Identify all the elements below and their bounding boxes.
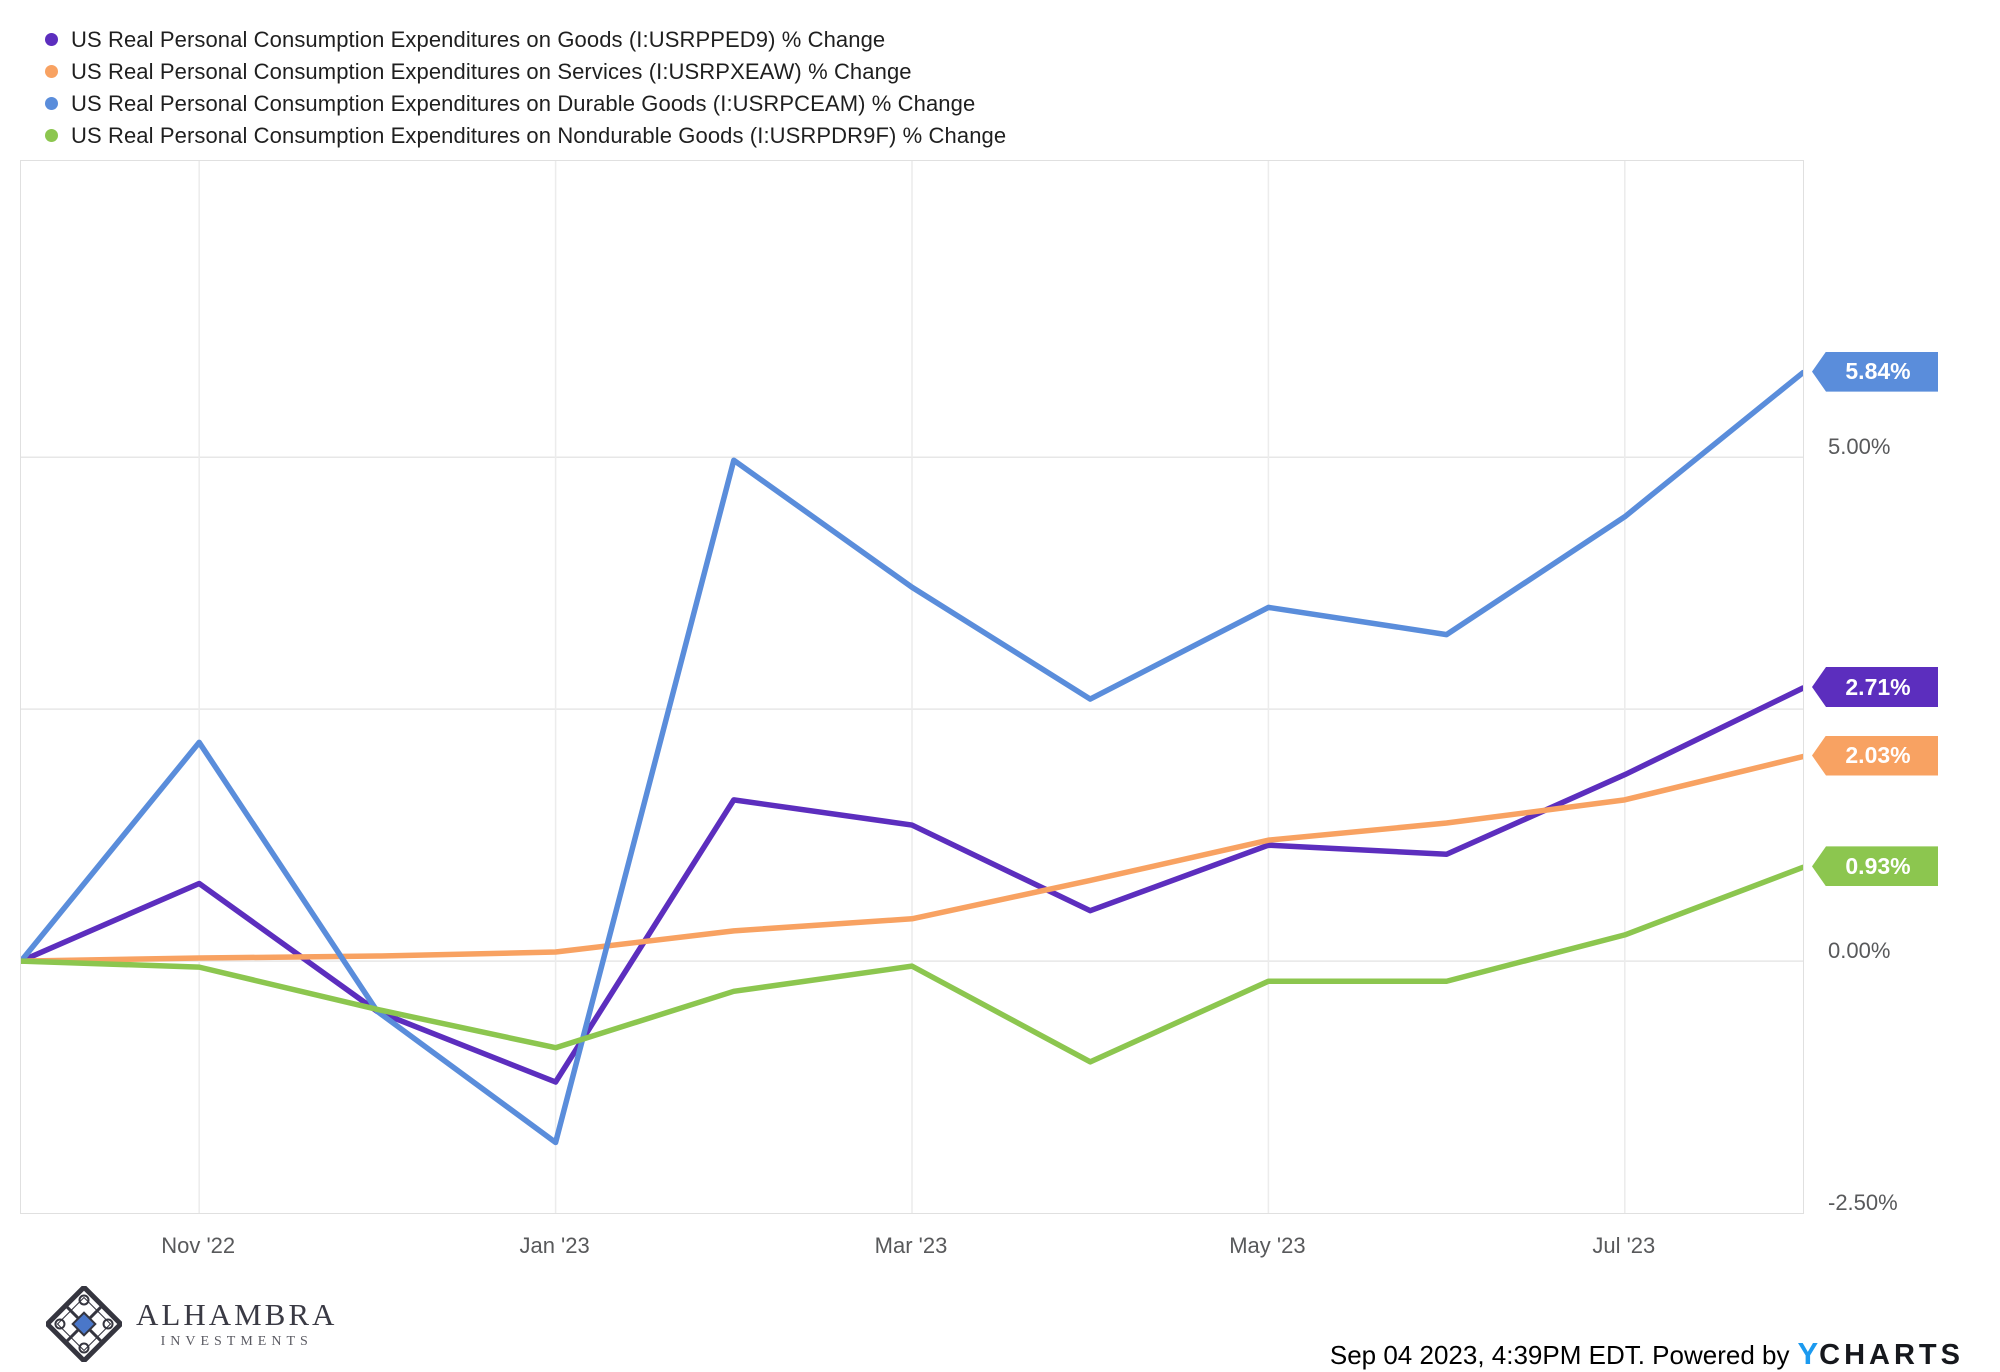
legend-label: US Real Personal Consumption Expenditure… [71, 26, 886, 52]
series-end-value-badge: 2.71% [1812, 667, 1938, 707]
legend-item: US Real Personal Consumption Expenditure… [45, 26, 1006, 52]
legend-label: US Real Personal Consumption Expenditure… [71, 58, 912, 84]
x-axis-tick-label: Jan '23 [519, 1233, 590, 1258]
x-axis-tick-label: Nov '22 [161, 1233, 236, 1258]
plot-area [20, 160, 1804, 1214]
logo-subtitle: INVESTMENTS [160, 1333, 313, 1349]
legend-item: US Real Personal Consumption Expenditure… [45, 90, 1006, 116]
series-line [21, 369, 1803, 1146]
x-axis-tick-label: Mar '23 [874, 1233, 948, 1258]
legend-bullet-icon [45, 97, 58, 110]
x-axis-tick-label: Jul '23 [1592, 1233, 1656, 1258]
series-end-value-badge: 0.93% [1812, 846, 1938, 887]
attribution-text: Sep 04 2023, 4:39PM EDT. Powered by [1329, 1340, 1790, 1370]
series-line [21, 864, 1803, 1065]
logo-title: ALHAMBRA [136, 1296, 338, 1332]
x-axis-tick-label: May '23 [1229, 1233, 1306, 1258]
legend-bullet-icon [45, 65, 58, 78]
legend-label: US Real Personal Consumption Expenditure… [71, 122, 1007, 148]
series-line [21, 685, 1803, 1085]
legend-item: US Real Personal Consumption Expenditure… [45, 58, 1006, 84]
alhambra-diamond-icon [46, 1286, 122, 1362]
legend-label: US Real Personal Consumption Expenditure… [71, 90, 976, 116]
attribution: Sep 04 2023, 4:39PM EDT. Powered by Y CH… [1330, 1336, 1964, 1372]
y-axis-tick-label: -2.50% [1828, 1190, 1898, 1215]
alhambra-logo: ALHAMBRA INVESTMENTS [46, 1286, 337, 1362]
ycharts-logo-y: Y [1797, 1336, 1820, 1371]
y-axis-tick-label: 0.00% [1828, 938, 1891, 964]
legend-bullet-icon [45, 129, 58, 142]
ycharts-logo-text: CHARTS [1819, 1339, 1964, 1371]
chart-legend: US Real Personal Consumption Expenditure… [45, 26, 1007, 148]
series-line [21, 753, 1803, 964]
chart-canvas [21, 161, 1803, 1213]
series-end-value-badge: 2.03% [1812, 735, 1938, 776]
legend-bullet-icon [45, 33, 58, 46]
legend-item: US Real Personal Consumption Expenditure… [45, 122, 1007, 148]
series-end-value-badge: 5.84% [1812, 351, 1938, 392]
y-axis-tick-label: 5.00% [1828, 434, 1891, 460]
